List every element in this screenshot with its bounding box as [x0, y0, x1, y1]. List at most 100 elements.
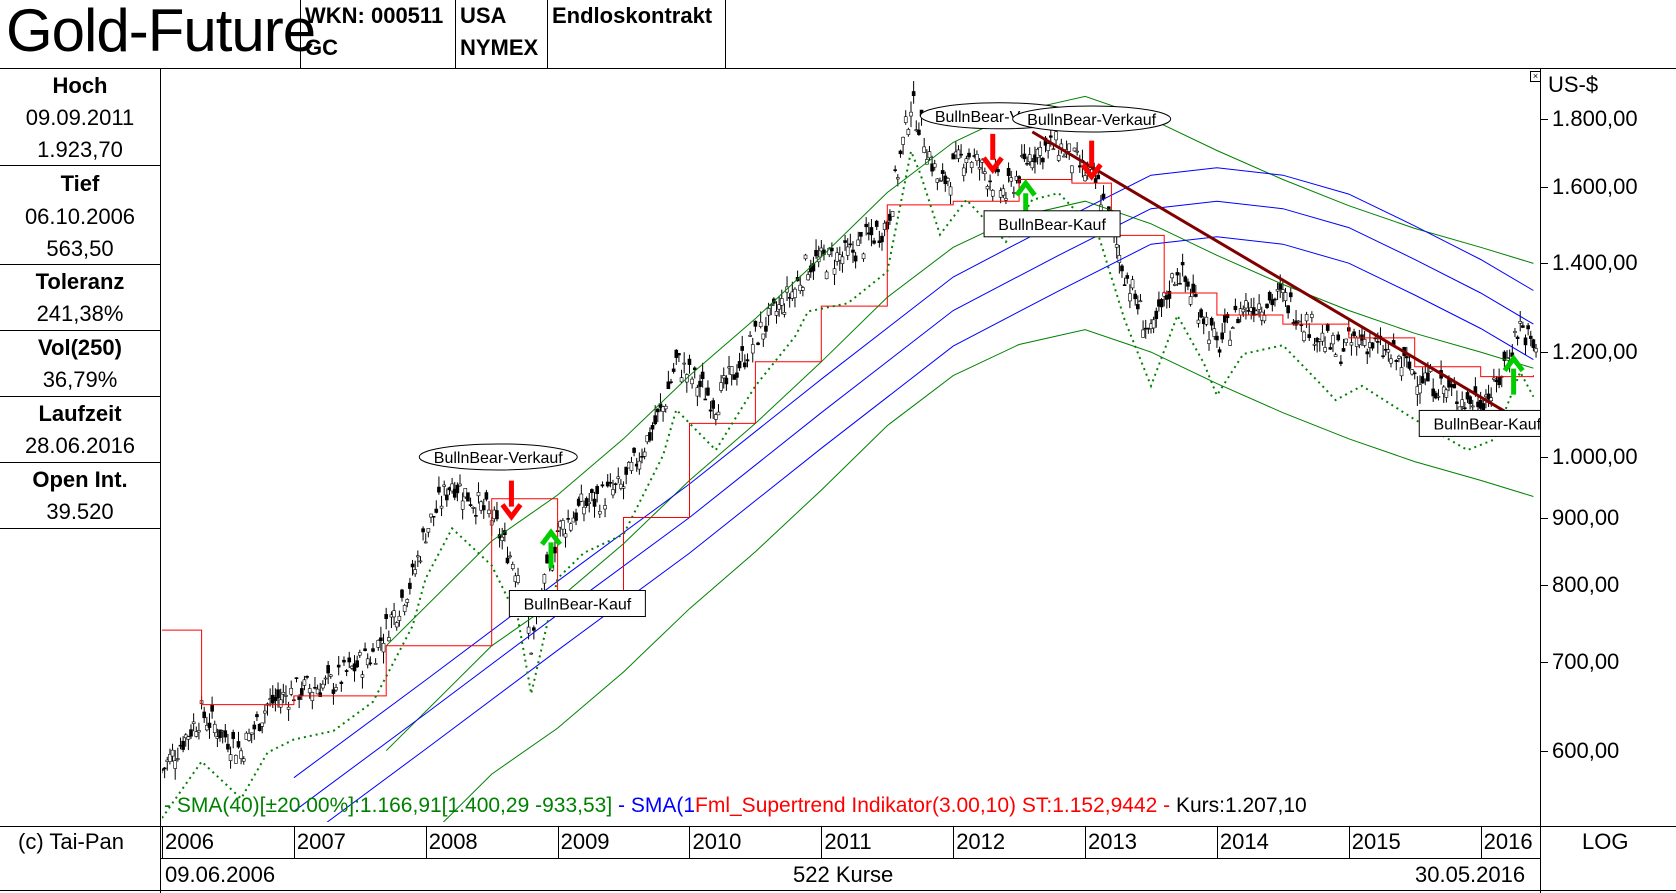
candle-body [170, 749, 175, 757]
candle-body [1534, 348, 1538, 353]
candle-body [1283, 292, 1288, 302]
candle-body [1067, 143, 1072, 152]
candle-body [824, 271, 829, 280]
candle-body [714, 414, 718, 420]
candle-body [212, 724, 217, 733]
y-tick-label: 1.400,00 [1552, 250, 1638, 276]
candle-body [737, 361, 742, 369]
candle-body [874, 220, 879, 227]
candle-body [1273, 298, 1277, 301]
candle-body [334, 687, 338, 691]
candle-body [162, 767, 167, 770]
candle-body [624, 466, 628, 475]
candle-body [1241, 308, 1246, 313]
x-tick-label: 2015 [1351, 829, 1401, 854]
y-tick [1540, 118, 1548, 120]
sma40-line [442, 329, 1534, 822]
candle-body [695, 387, 700, 397]
annotation-label: BullnBear-Kauf [1433, 416, 1540, 433]
candle-body [1138, 300, 1143, 303]
start-date: 09.06.2006 [165, 862, 276, 887]
candle-body [176, 758, 180, 760]
candle-body [1070, 165, 1074, 174]
candle-body [281, 692, 286, 695]
candle-body [500, 536, 505, 542]
x-tick [689, 826, 691, 858]
x-tick-label: 2007 [296, 829, 346, 854]
candle-body [669, 381, 673, 383]
candle-body [1528, 335, 1533, 339]
candle-body [360, 674, 365, 678]
candle-body [793, 288, 797, 298]
candle-body [864, 223, 868, 228]
candle-body [587, 501, 592, 504]
candle-body [1207, 339, 1211, 344]
candle-body [347, 657, 352, 663]
candle-body [1381, 355, 1385, 358]
candle-body [207, 722, 212, 728]
x-tick [557, 826, 559, 858]
candle-body [402, 605, 407, 612]
divider [455, 0, 456, 68]
candle-body [621, 486, 626, 489]
candle-body [983, 171, 987, 174]
y-tick [1540, 750, 1548, 752]
candle-body [162, 769, 164, 771]
candle-body [344, 670, 349, 672]
stat-box-maturity: Laufzeit 28.06.2016 [0, 398, 160, 463]
candle-body [189, 729, 193, 737]
candle-body [706, 387, 710, 396]
candle-body [331, 689, 336, 694]
candle-body [1325, 324, 1330, 331]
candle-body [363, 648, 367, 652]
stat-label: Laufzeit [38, 401, 122, 426]
candle-body [1497, 376, 1501, 386]
candle-body [848, 243, 853, 246]
candle-body [1296, 320, 1301, 323]
candle-body [640, 456, 644, 458]
candle-body [782, 312, 787, 315]
candle-body [682, 362, 686, 365]
candle-body [909, 111, 913, 117]
candle-body [711, 400, 716, 409]
candle-body [202, 711, 206, 719]
x-tick [1480, 826, 1482, 858]
candle-body [721, 375, 726, 379]
candle-body [302, 679, 307, 686]
candle-body [988, 180, 992, 183]
candle-body [1489, 397, 1494, 402]
candle-body [1159, 299, 1164, 308]
candle-body [408, 582, 412, 589]
candle-body [1521, 325, 1525, 328]
candle-body [1526, 325, 1530, 330]
legend-sma40: - SMA(40)[±20.00%]:1.166,91[1.400,29 -93… [164, 794, 613, 817]
candle-body [1075, 150, 1079, 153]
legend-price: Kurs:1.207,10 [1175, 794, 1307, 817]
candle-body [700, 371, 705, 379]
x-tick-label: 2010 [692, 829, 742, 854]
scale-mode-button[interactable]: LOG [1582, 829, 1629, 854]
candle-body [1062, 155, 1066, 158]
candle-body [400, 589, 404, 598]
close-icon[interactable]: × [1530, 71, 1541, 82]
stat-value: 09.09.2011 [25, 105, 135, 130]
candle-body [381, 643, 386, 653]
stat-box-tolerance: Toleranz 241,38% [0, 266, 160, 331]
candle-body [811, 263, 816, 272]
candle-body [1025, 162, 1029, 165]
candle-body [1178, 282, 1182, 285]
candle-body [930, 163, 934, 172]
stat-value: 28.06.2016 [24, 433, 136, 458]
header-divider [0, 68, 1676, 69]
candle-body [903, 116, 908, 123]
stat-label: Toleranz [35, 269, 125, 294]
candle-body [1465, 392, 1470, 400]
annotation-box [418, 443, 578, 471]
y-tick [1540, 456, 1548, 458]
y-tick-label: 1.800,00 [1552, 105, 1638, 131]
x-tick-label: 2008 [428, 829, 478, 854]
candle-body [365, 658, 370, 666]
buy-signal-arrow [1502, 354, 1525, 395]
candle-body [975, 154, 979, 162]
candle-body [1172, 284, 1177, 286]
